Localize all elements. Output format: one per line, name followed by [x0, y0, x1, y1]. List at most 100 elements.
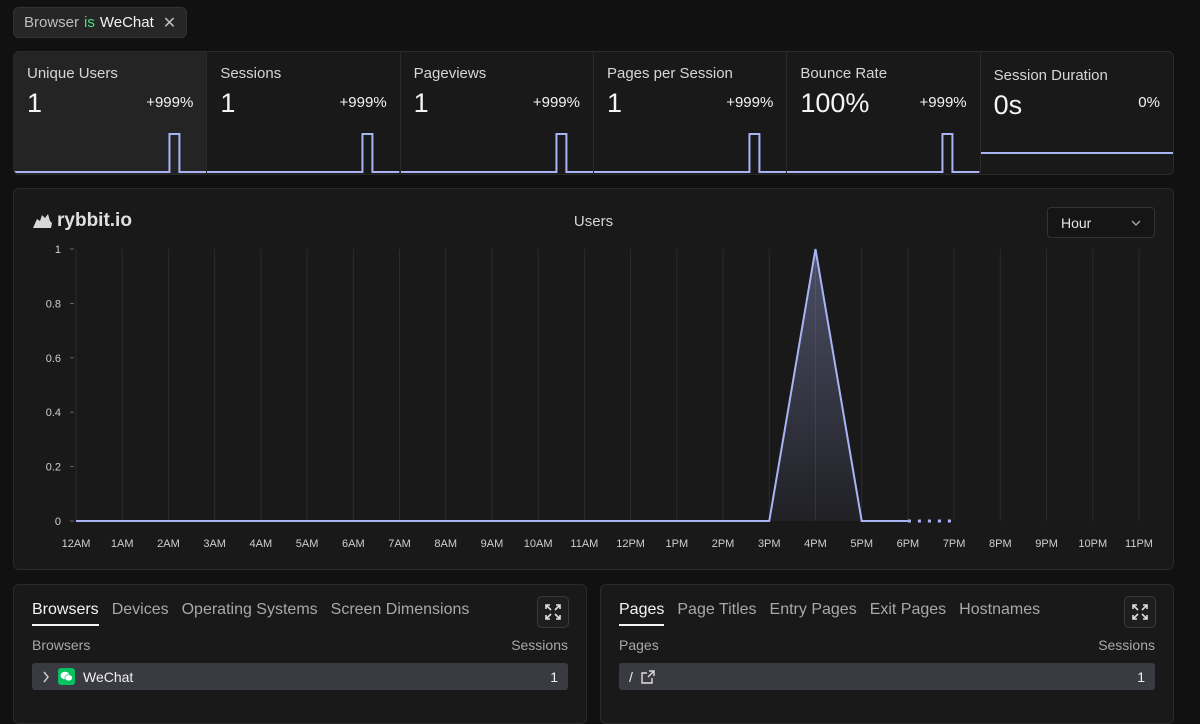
tab-devices[interactable]: Devices [111, 601, 169, 618]
y-tick-label: 0.2 [46, 462, 61, 474]
x-tick-label: 12PM [616, 538, 645, 550]
stat-pageviews[interactable]: Pageviews 1 +999% [400, 52, 594, 174]
y-tick-label: 0.8 [46, 298, 61, 310]
row-value: 1 [1137, 668, 1145, 685]
stats-bar: Unique Users 1 +999% Sessions 1 +999% Pa… [13, 51, 1174, 175]
x-tick-label: 10AM [524, 538, 553, 550]
x-tick-label: 1AM [111, 538, 134, 550]
x-tick-label: 11AM [570, 538, 598, 550]
list-item[interactable]: WeChat 1 [32, 663, 568, 690]
stat-pages-per-session[interactable]: Pages per Session 1 +999% [593, 52, 788, 174]
x-tick-label: 5AM [296, 538, 319, 550]
x-tick-label: 3AM [203, 538, 226, 550]
series-area [76, 249, 908, 521]
x-tick-label: 3PM [758, 538, 781, 550]
pages-tabs: Pages Page Titles Entry Pages Exit Pages… [619, 601, 1040, 626]
stat-label: Sessions [220, 65, 282, 82]
tab-browsers[interactable]: Browsers [32, 601, 99, 626]
browsers-panel: Browsers Devices Operating Systems Scree… [13, 584, 587, 724]
column-value: Sessions [1098, 637, 1155, 653]
stat-label: Session Duration [993, 67, 1108, 84]
column-label: Pages [619, 637, 659, 653]
y-tick-label: 0 [55, 516, 61, 528]
stat-sessions[interactable]: Sessions 1 +999% [207, 52, 401, 174]
tab-operating-systems[interactable]: Operating Systems [181, 601, 318, 618]
x-tick-label: 5PM [850, 538, 873, 550]
x-tick-label: 9AM [481, 538, 504, 550]
x-tick-label: 8PM [989, 538, 1012, 550]
users-chart-card: rybbit.io Users Hour 0 0.2 0.4 0.6 0.8 1 12AM 1… [13, 188, 1174, 570]
pages-panel: Pages Page Titles Entry Pages Exit Pages… [600, 584, 1174, 724]
chevron-down-icon [1131, 220, 1141, 226]
stat-value: 100% [800, 88, 870, 118]
x-tick-label: 2AM [157, 538, 180, 550]
external-link-icon[interactable] [641, 669, 655, 684]
tab-hostnames[interactable]: Hostnames [959, 601, 1041, 618]
stat-change: +999% [726, 94, 774, 111]
sparkline [14, 133, 207, 173]
x-tick-label: 2PM [712, 538, 735, 550]
stat-change: +999% [339, 94, 387, 111]
x-tick-label: 7AM [388, 538, 411, 550]
stat-session-duration[interactable]: Session Duration 0s 0% [980, 52, 1173, 174]
stat-change: +999% [919, 94, 967, 111]
sparkline [593, 133, 787, 173]
x-tick-label: 11PM [1125, 538, 1153, 550]
filter-value: WeChat [99, 14, 154, 31]
browsers-tabs: Browsers Devices Operating Systems Scree… [32, 601, 469, 626]
stat-label: Pages per Session [606, 65, 733, 82]
x-tick-label: 7PM [943, 538, 966, 550]
sparkline [207, 133, 400, 173]
tab-page-titles[interactable]: Page Titles [677, 601, 757, 618]
x-tick-label: 6PM [897, 538, 920, 550]
rabbit-icon [33, 214, 52, 228]
tab-pages[interactable]: Pages [619, 601, 665, 626]
expand-icon [545, 604, 561, 620]
row-value: 1 [550, 668, 558, 685]
stat-label: Unique Users [27, 65, 118, 82]
x-tick-label: 9PM [1035, 538, 1058, 550]
filter-field: Browser [24, 14, 80, 31]
y-tick-label: 0.4 [46, 407, 61, 419]
x-tick-label: 4PM [804, 538, 827, 550]
stat-label: Pageviews [413, 65, 487, 82]
stat-value: 1 [220, 88, 236, 118]
sparkline [787, 133, 980, 173]
stat-value: 1 [27, 88, 43, 118]
stat-value: 1 [413, 88, 429, 118]
x-tick-label: 1PM [666, 538, 689, 550]
expand-icon [1132, 604, 1148, 620]
x-tick-label: 6AM [342, 538, 365, 550]
column-header: Pages Sessions [619, 637, 1155, 653]
granularity-select[interactable]: Hour [1047, 207, 1155, 238]
series-line [76, 248, 908, 522]
stat-change: +999% [146, 94, 194, 111]
users-area-chart[interactable]: 0 0.2 0.4 0.6 0.8 1 12AM 1AM 2AM 3AM 4AM 5AM 6AM 7AM 8… [14, 189, 1175, 571]
tab-exit-pages[interactable]: Exit Pages [869, 601, 947, 618]
filter-operator: is [84, 14, 95, 31]
stat-unique-users[interactable]: Unique Users 1 +999% [14, 52, 208, 174]
expand-button[interactable] [1124, 596, 1156, 628]
close-icon[interactable]: ✕ [162, 14, 177, 32]
chart-title: Users [573, 213, 614, 230]
y-tick-label: 0.6 [46, 353, 61, 365]
filter-chip[interactable]: Browser is WeChat ✕ [13, 7, 188, 38]
stat-change: 0% [1138, 94, 1160, 111]
stat-value: 0s [993, 90, 1023, 120]
column-value: Sessions [511, 637, 568, 653]
granularity-value: Hour [1061, 214, 1092, 231]
stat-label: Bounce Rate [800, 65, 888, 82]
stat-bounce-rate[interactable]: Bounce Rate 100% +999% [787, 52, 981, 174]
expand-button[interactable] [537, 596, 569, 628]
list-item[interactable]: / 1 [619, 663, 1155, 690]
row-label: WeChat [83, 668, 134, 685]
tab-screen-dimensions[interactable]: Screen Dimensions [330, 601, 470, 618]
tab-entry-pages[interactable]: Entry Pages [769, 601, 857, 618]
column-header: Browsers Sessions [32, 637, 568, 653]
stat-value: 1 [606, 88, 623, 118]
sparkline [400, 133, 593, 173]
chevron-right-icon[interactable] [42, 671, 50, 683]
x-tick-label: 12AM [62, 538, 91, 550]
sparkline [980, 152, 1173, 154]
logo-text: rybbit.io [57, 210, 132, 231]
